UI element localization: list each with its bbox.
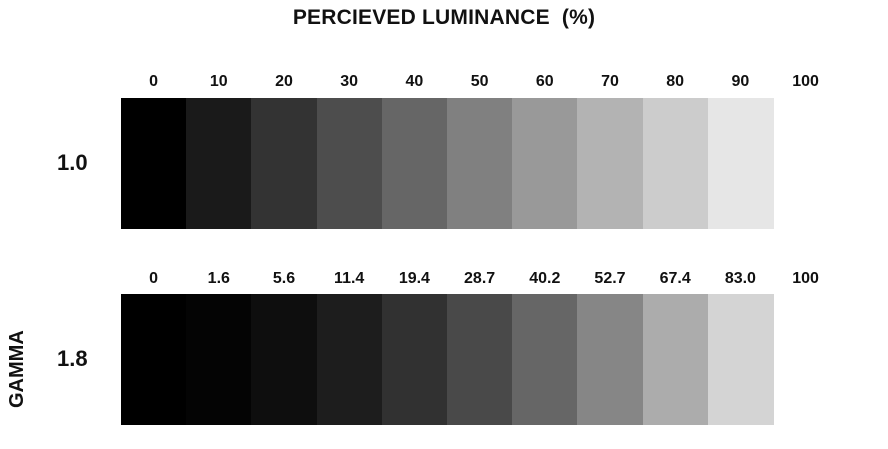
tick-label: 52.7 — [594, 270, 626, 287]
gamma-value-row-2: 1.8 — [57, 346, 88, 371]
tick-label: 5.6 — [272, 270, 296, 287]
luminance-strip-row-2 — [121, 294, 774, 425]
luminance-swatch — [316, 98, 383, 229]
tick-label: 83.0 — [724, 270, 756, 287]
tick-label: 100 — [792, 73, 819, 90]
luminance-swatch — [512, 294, 578, 425]
tick-label: 100 — [792, 270, 819, 287]
tick-label: 40 — [405, 73, 424, 90]
tick-label: 0 — [149, 270, 159, 287]
luminance-swatch — [707, 98, 774, 229]
luminance-swatch — [186, 294, 252, 425]
tick-label: 70 — [601, 73, 619, 90]
tick-label: 28.7 — [464, 270, 496, 287]
tick-label: 1.6 — [207, 270, 230, 287]
luminance-swatch — [251, 294, 318, 425]
gamma-axis-label: GAMMA — [6, 330, 28, 408]
tick-label: 20 — [275, 73, 293, 90]
luminance-swatch — [642, 98, 709, 229]
gamma-value-row-1: 1.0 — [57, 150, 88, 175]
luminance-swatch — [316, 294, 383, 425]
luminance-ticks-row-1: 0 10 20 30 40 50 60 70 80 90 100 — [0, 71, 888, 93]
luminance-swatch — [577, 294, 644, 425]
tick-label: 90 — [731, 73, 750, 90]
luminance-swatch — [447, 98, 513, 229]
tick-label: 19.4 — [398, 270, 430, 287]
luminance-swatch — [121, 294, 187, 425]
luminance-swatch — [381, 98, 448, 229]
luminance-swatch — [577, 98, 644, 229]
luminance-swatch — [251, 98, 318, 229]
luminance-swatch — [447, 294, 513, 425]
luminance-swatch — [512, 98, 578, 229]
luminance-ticks-row-2: 0 1.6 5.6 11.4 19.4 28.7 40.2 52.7 67.4 83.0 100 — [0, 268, 888, 290]
tick-label: 10 — [209, 73, 228, 90]
tick-label: 0 — [149, 73, 159, 90]
luminance-swatch — [121, 98, 187, 229]
tick-label: 60 — [535, 73, 554, 90]
luminance-swatch — [642, 294, 709, 425]
luminance-swatch — [186, 98, 252, 229]
tick-label: 30 — [340, 73, 359, 90]
luminance-strip-row-1 — [121, 98, 774, 229]
luminance-swatch — [381, 294, 448, 425]
tick-label: 50 — [470, 73, 489, 90]
luminance-swatch — [707, 294, 774, 425]
tick-label: 11.4 — [334, 270, 365, 287]
tick-label: 80 — [666, 73, 685, 90]
tick-label: 40.2 — [529, 270, 561, 287]
chart-title: PERCIEVED LUMINANCE (%) — [292, 6, 596, 29]
tick-label: 67.4 — [659, 270, 691, 287]
